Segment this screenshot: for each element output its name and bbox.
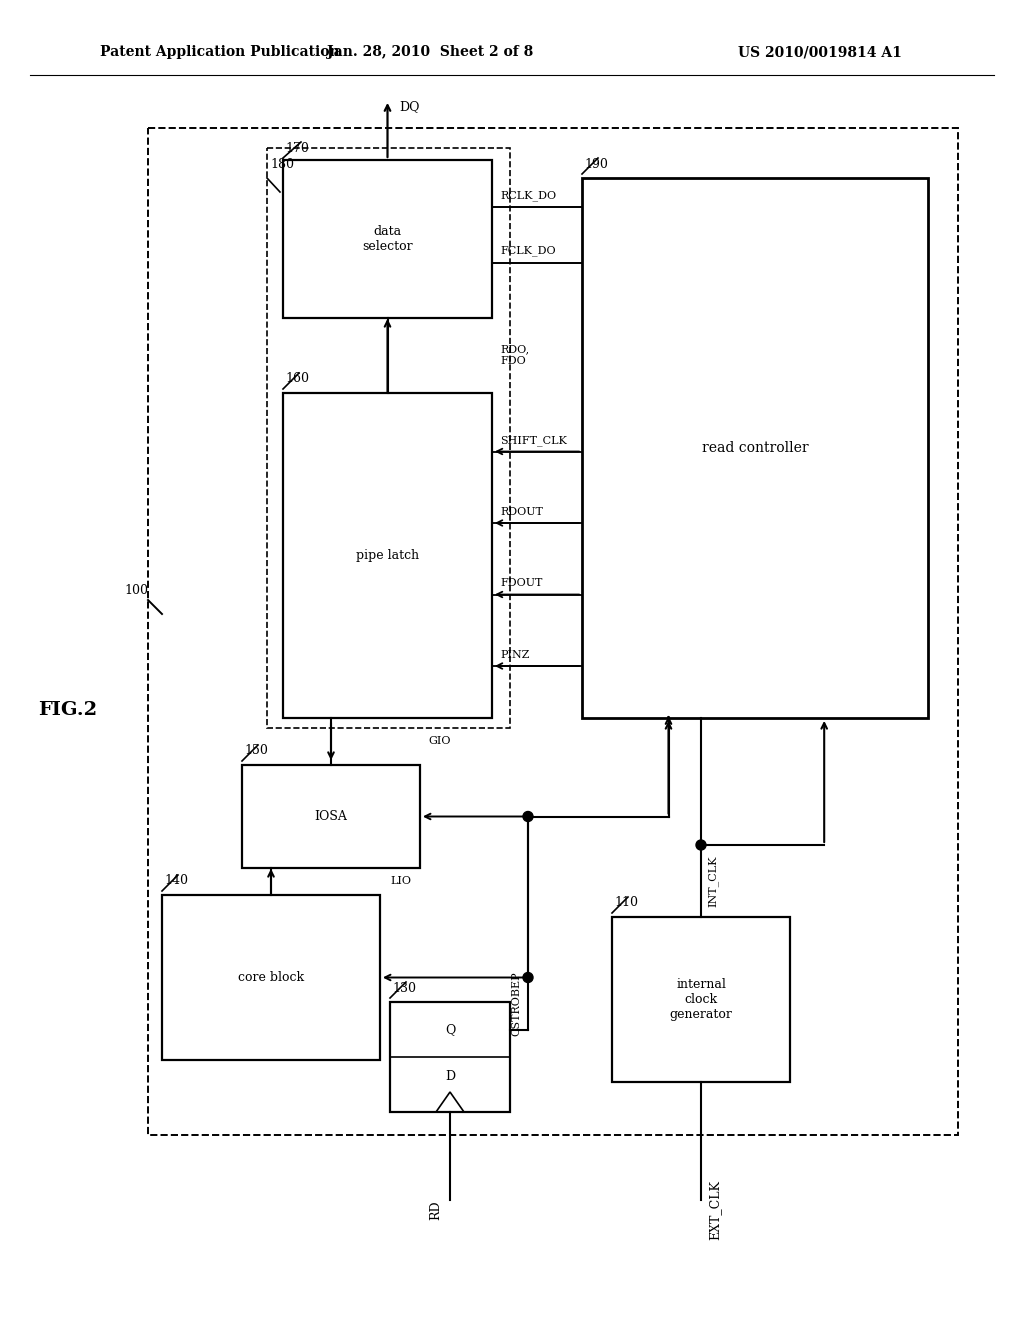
Text: 150: 150 — [244, 744, 268, 758]
Text: FCLK_DO: FCLK_DO — [500, 246, 556, 256]
Text: RDOUT: RDOUT — [500, 507, 543, 517]
Text: RDO,
FDO: RDO, FDO — [500, 345, 529, 366]
Bar — [390, 1002, 510, 1111]
Text: EXT_CLK: EXT_CLK — [709, 1180, 722, 1239]
Text: 140: 140 — [164, 874, 188, 887]
Text: 170: 170 — [285, 141, 309, 154]
Text: 190: 190 — [584, 157, 608, 170]
Text: INT_CLK: INT_CLK — [708, 855, 719, 907]
Bar — [582, 178, 928, 718]
Text: Q: Q — [444, 1023, 456, 1036]
Text: read controller: read controller — [701, 441, 808, 455]
Text: DQ: DQ — [399, 100, 420, 114]
Text: data
selector: data selector — [362, 224, 413, 253]
Text: Jan. 28, 2010  Sheet 2 of 8: Jan. 28, 2010 Sheet 2 of 8 — [327, 45, 534, 59]
Text: GIO: GIO — [428, 737, 451, 747]
Text: FIG.2: FIG.2 — [39, 701, 97, 719]
Text: 130: 130 — [392, 982, 416, 994]
Bar — [148, 128, 958, 1135]
Bar — [283, 160, 492, 318]
Text: PINZ: PINZ — [500, 649, 529, 660]
Text: pipe latch: pipe latch — [356, 549, 419, 562]
Circle shape — [696, 840, 706, 850]
Text: LIO: LIO — [390, 876, 411, 887]
Text: FDOUT: FDOUT — [500, 578, 543, 589]
Text: 180: 180 — [270, 158, 294, 172]
Text: Patent Application Publication: Patent Application Publication — [100, 45, 340, 59]
Text: IOSA: IOSA — [314, 810, 347, 822]
Text: D: D — [445, 1069, 455, 1082]
Bar — [612, 917, 790, 1082]
Text: 100: 100 — [124, 583, 148, 597]
Text: RD: RD — [429, 1200, 442, 1220]
Bar — [242, 766, 420, 869]
Text: CSTROBEP: CSTROBEP — [511, 972, 521, 1036]
Circle shape — [523, 812, 534, 821]
Bar — [283, 393, 492, 718]
Text: SHIFT_CLK: SHIFT_CLK — [500, 436, 567, 446]
Text: US 2010/0019814 A1: US 2010/0019814 A1 — [738, 45, 902, 59]
Bar — [162, 895, 380, 1060]
Text: internal
clock
generator: internal clock generator — [670, 978, 732, 1020]
Text: 160: 160 — [285, 372, 309, 385]
Text: core block: core block — [238, 972, 304, 983]
Text: 110: 110 — [614, 896, 638, 909]
Text: RCLK_DO: RCLK_DO — [500, 190, 556, 201]
Circle shape — [523, 973, 534, 982]
Bar — [267, 148, 510, 729]
